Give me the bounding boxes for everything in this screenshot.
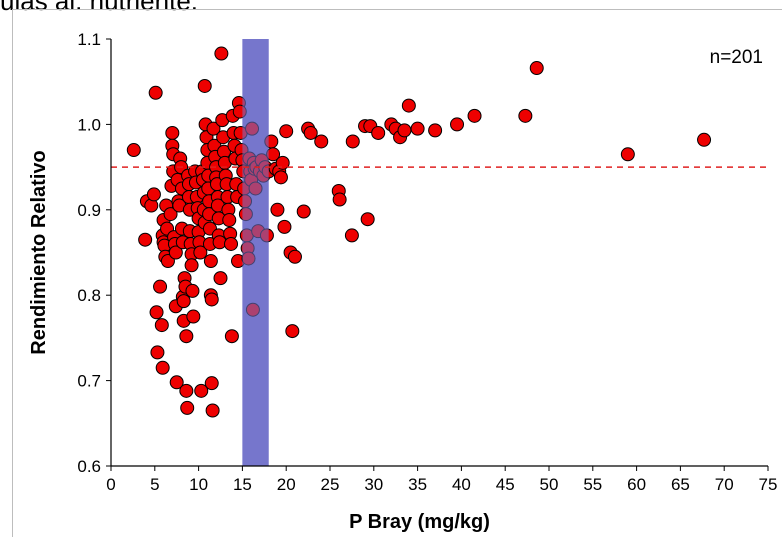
data-point (126, 143, 141, 158)
data-point (206, 121, 221, 136)
y-tick-label: 0.8 (77, 286, 101, 305)
data-point (224, 329, 239, 344)
x-tick-label: 45 (496, 475, 515, 494)
x-tick-labels: 0 5 10 15 20 25 30 35 40 45 50 55 60 65 70 75 (106, 475, 777, 494)
data-point (212, 235, 227, 250)
data-point (150, 345, 165, 360)
data-point (345, 134, 360, 149)
x-tick-label: 60 (627, 475, 646, 494)
chart-frame (12, 9, 782, 537)
y-axis-title: Rendimiento Relativo (28, 150, 50, 354)
data-point (155, 360, 170, 375)
data-point (697, 132, 712, 147)
data-point (168, 245, 183, 260)
data-point (204, 376, 219, 391)
y-tick-label: 0.7 (77, 372, 101, 391)
data-point (153, 279, 168, 294)
data-point (194, 383, 209, 398)
data-point (303, 125, 318, 140)
data-point (148, 85, 163, 100)
x-tick-label: 35 (408, 475, 427, 494)
data-point (401, 98, 416, 113)
data-point (467, 108, 482, 123)
x-tick-label: 70 (715, 475, 734, 494)
data-point (186, 309, 201, 324)
data-point (203, 254, 218, 269)
data-point (273, 170, 288, 185)
x-tick-label: 40 (452, 475, 471, 494)
data-point (179, 329, 194, 344)
data-point (179, 383, 194, 398)
data-point (149, 305, 164, 320)
data-point (450, 117, 465, 132)
data-point (222, 213, 237, 228)
data-point (214, 46, 229, 61)
data-point (163, 207, 178, 222)
data-point (397, 123, 412, 138)
data-point (279, 124, 294, 139)
y-tick-label: 0.9 (77, 201, 101, 220)
x-tick-label: 55 (583, 475, 602, 494)
data-point (270, 202, 285, 217)
data-point (146, 187, 161, 202)
axes (106, 38, 769, 471)
critical-range-overlay (242, 39, 269, 466)
data-point (344, 228, 359, 243)
data-point (193, 245, 208, 260)
x-tick-label: 10 (189, 475, 208, 494)
scatter-points (126, 39, 712, 466)
data-point (360, 212, 375, 227)
data-point (138, 232, 153, 247)
data-point (332, 192, 347, 207)
y-tick-label: 1.0 (77, 115, 101, 134)
data-point (518, 108, 533, 123)
data-point (169, 375, 184, 390)
x-tick-label: 0 (106, 475, 115, 494)
x-axis-title: P Bray (mg/kg) (349, 511, 490, 533)
x-tick-label: 15 (233, 475, 252, 494)
x-tick-label: 5 (150, 475, 159, 494)
data-point (296, 204, 311, 219)
y-tick-label: 1.1 (77, 30, 101, 49)
data-point (160, 254, 175, 269)
x-tick-label: 20 (277, 475, 296, 494)
data-point (154, 318, 169, 333)
data-point (224, 236, 239, 251)
data-point (213, 271, 228, 286)
sample-size-annotation: n=201 (710, 47, 763, 68)
data-point (314, 134, 329, 149)
data-point (165, 125, 180, 140)
data-point (529, 61, 544, 76)
data-point (277, 219, 292, 234)
data-point (184, 258, 199, 273)
x-tick-label: 65 (671, 475, 690, 494)
x-tick-label: 50 (540, 475, 559, 494)
y-tick-label: 0.6 (77, 457, 101, 476)
x-tick-label: 75 (759, 475, 778, 494)
data-point (287, 249, 302, 264)
data-point (185, 283, 200, 298)
header-text: ulas al. nutriente. (0, 0, 199, 16)
data-point (197, 78, 212, 93)
data-point (205, 403, 220, 418)
data-point (275, 155, 290, 170)
x-tick-label: 30 (364, 475, 383, 494)
data-point (428, 123, 443, 138)
data-point (285, 324, 300, 339)
data-point (176, 294, 191, 309)
data-point (410, 121, 425, 136)
y-tick-labels: 0.6 0.7 0.8 0.9 1.0 1.1 (77, 30, 101, 476)
data-point (371, 125, 386, 140)
x-tick-label: 25 (321, 475, 340, 494)
data-point (620, 147, 635, 162)
data-point (204, 292, 219, 307)
data-point (180, 400, 195, 415)
